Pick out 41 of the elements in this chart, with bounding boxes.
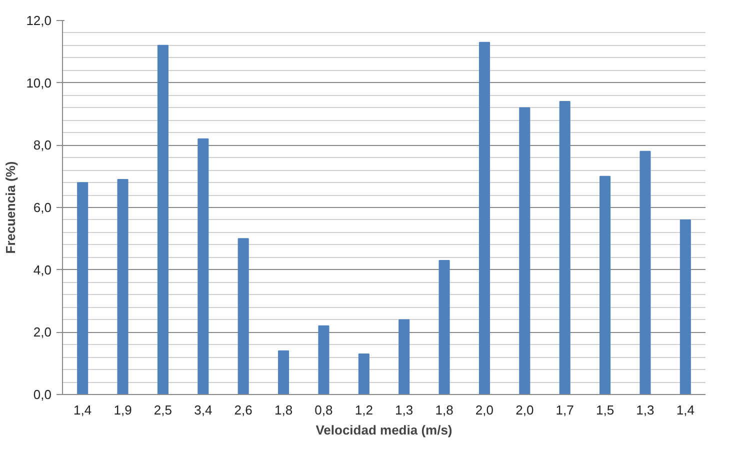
bar [398, 319, 410, 394]
y-tick-label: 10,0 [26, 75, 52, 90]
bar [640, 150, 651, 394]
x-tick-label: 2,5 [154, 402, 172, 418]
x-tick-label: 1,8 [274, 402, 293, 418]
x-tick-label: 2,6 [234, 402, 252, 418]
x-axis-title: Velocidad media (m/s) [316, 422, 452, 438]
bar [117, 178, 128, 394]
bar [157, 44, 168, 394]
bar [559, 101, 570, 394]
bar [600, 176, 611, 394]
y-axis-title: Frecuencia (%) [3, 161, 18, 254]
bar [318, 325, 330, 394]
y-tick-label: 8,0 [33, 138, 52, 153]
y-tick-label: 12,0 [26, 13, 52, 28]
x-tick-label: 1,3 [395, 402, 414, 418]
x-tick-label: 2,0 [516, 402, 534, 418]
y-tick-label: 6,0 [33, 200, 52, 215]
bar [278, 350, 290, 394]
y-tick-label: 4,0 [33, 262, 52, 278]
x-tick-label: 3,4 [194, 402, 212, 418]
x-tick-label: 1,4 [74, 402, 92, 418]
y-tick-label: 0,0 [33, 387, 52, 402]
bar [680, 219, 691, 394]
bar [478, 42, 490, 394]
x-tick-label: 1,5 [596, 402, 614, 418]
bar [77, 182, 88, 394]
x-tick-label: 1,2 [354, 402, 373, 418]
bar [198, 138, 209, 394]
x-tick-label: 1,4 [676, 402, 694, 418]
bar [358, 353, 370, 394]
bar [438, 260, 450, 394]
x-tick-label: 0,8 [314, 402, 333, 418]
x-tick-label: 2,0 [475, 402, 494, 418]
x-tick-label: 1,9 [114, 402, 132, 418]
x-tick-label: 1,7 [556, 402, 574, 418]
bar [519, 107, 530, 394]
bar [238, 238, 249, 394]
x-tick-label: 1,8 [435, 402, 454, 418]
x-tick-label: 1,3 [636, 402, 654, 418]
y-tick-label: 2,0 [33, 324, 52, 340]
